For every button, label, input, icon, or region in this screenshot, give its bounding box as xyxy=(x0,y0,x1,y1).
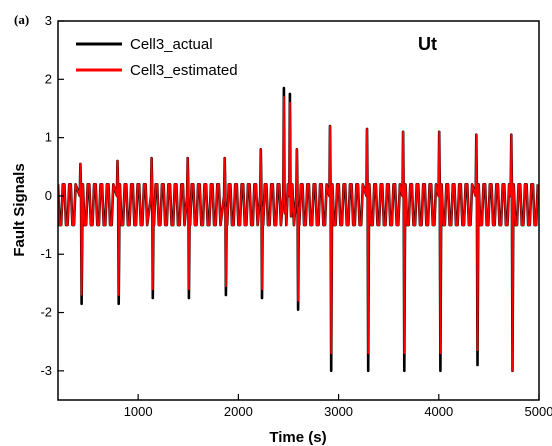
x-tick-label: 2000 xyxy=(224,404,253,419)
y-tick-label: 0 xyxy=(45,188,52,203)
y-tick-label: 2 xyxy=(45,71,52,86)
x-tick-label: 1000 xyxy=(124,404,153,419)
legend-label-actual: Cell3_actual xyxy=(130,36,213,53)
y-tick-label: 1 xyxy=(45,130,52,145)
y-tick-label: -2 xyxy=(40,305,52,320)
x-tick-label: 3000 xyxy=(324,404,353,419)
legend-label-estimated: Cell3_estimated xyxy=(130,62,238,79)
x-tick-label: 4000 xyxy=(424,404,453,419)
y-tick-label: -3 xyxy=(40,363,52,378)
series-line-cell3-estimated xyxy=(58,95,539,372)
annotation-ut: Ut xyxy=(418,34,437,54)
x-tick-label: 5000 xyxy=(525,404,552,419)
x-axis-title: Time (s) xyxy=(269,429,326,446)
y-tick-label: -1 xyxy=(40,246,52,261)
panel-label: (a) xyxy=(14,12,29,27)
y-tick-label: 3 xyxy=(45,13,52,28)
legend: Cell3_actual Cell3_estimated xyxy=(76,36,238,79)
plot-frame xyxy=(57,20,540,401)
y-axis-title: Fault Signals xyxy=(11,163,28,256)
